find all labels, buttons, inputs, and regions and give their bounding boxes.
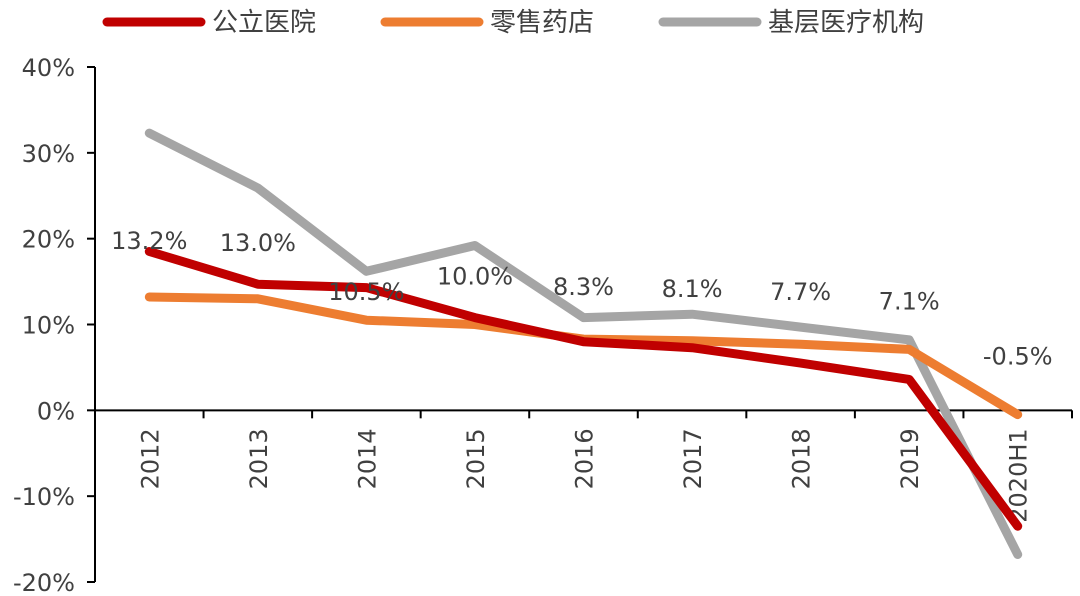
data-label: 10.5%: [328, 278, 404, 306]
y-tick-label: 30%: [22, 140, 75, 168]
legend-label-1: 公立医院: [212, 8, 316, 38]
series-layer: [144, 128, 1023, 559]
data-label: 13.2%: [111, 227, 187, 255]
y-tick-label: -10%: [13, 483, 75, 511]
x-tick-label: 2020H1: [1005, 428, 1033, 522]
data-label: 7.7%: [770, 278, 831, 306]
data-label: 10.0%: [437, 263, 513, 291]
data-labels: 13.2% 13.0% 10.5% 10.0% 8.3% 8.1% 7.7% 7.1% -0.5…: [111, 227, 1052, 371]
x-tick-label: 2015: [462, 428, 490, 489]
y-tick-label: 40%: [22, 54, 75, 82]
data-label: 13.0%: [220, 229, 296, 257]
y-tick-label: -20%: [13, 569, 75, 596]
x-tick-label: 2016: [571, 428, 599, 489]
data-label: -0.5%: [983, 343, 1053, 371]
x-tick-label: 2012: [136, 428, 164, 489]
y-tick-label: 0%: [37, 397, 75, 425]
x-tick-label: 2017: [679, 428, 707, 489]
y-tick-label: 20%: [22, 226, 75, 254]
data-label: 7.1%: [879, 287, 940, 315]
legend-label-2: 零售药店: [490, 8, 594, 38]
data-label: 8.3%: [553, 273, 614, 301]
x-tick-label: 2018: [788, 428, 816, 489]
series-line-1: [144, 247, 1023, 531]
legend-label-3: 基层医疗机构: [768, 8, 924, 38]
x-tick-label: 2019: [896, 428, 924, 489]
y-tick-label: 10%: [22, 312, 75, 340]
axes: 40% 30% 20% 10% 0% -10% -20% 2012 2013 2014 2015 20…: [13, 54, 1073, 596]
series-line-3: [144, 128, 1023, 559]
x-tick-label: 2013: [245, 428, 273, 489]
x-tick-label: 2014: [353, 428, 381, 489]
legend: 公立医院 零售药店 基层医疗机构: [102, 8, 924, 38]
data-label: 8.1%: [662, 275, 723, 303]
